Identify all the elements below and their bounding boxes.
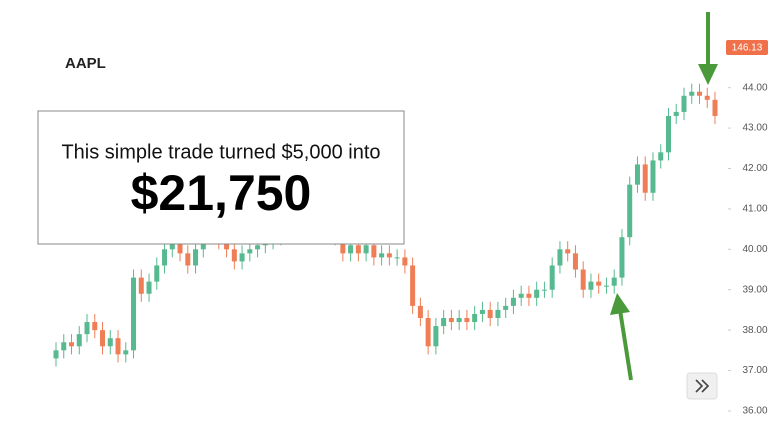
candle-body — [363, 245, 369, 254]
candle-body — [107, 338, 113, 347]
candle-body — [619, 237, 625, 278]
candle-body — [712, 99, 718, 116]
candle-body — [456, 318, 462, 323]
candle-body — [503, 305, 509, 310]
candle-body — [673, 111, 679, 116]
candle-body — [239, 253, 245, 262]
arrow-shaft — [618, 309, 633, 381]
candle-body — [665, 115, 671, 153]
candle-body — [425, 318, 431, 347]
candle-body — [355, 245, 361, 254]
candle-body — [572, 253, 578, 270]
candle-body — [193, 249, 199, 266]
candle-body — [255, 245, 261, 250]
y-tick-label: 38.00 — [742, 325, 767, 336]
candle-body — [410, 265, 416, 306]
y-tick-label: 43.00 — [742, 123, 767, 134]
scroll-icon[interactable] — [695, 379, 710, 393]
candle-body — [627, 184, 633, 238]
candle-body — [154, 265, 160, 282]
candle-body — [658, 152, 664, 161]
symbol: AAPL — [65, 55, 106, 72]
candle-body — [100, 330, 106, 347]
candle-body — [565, 249, 571, 254]
y-tick-label: 40.00 — [742, 244, 767, 255]
candle-body — [138, 277, 144, 294]
candle-body — [603, 285, 609, 287]
candle-body — [549, 265, 555, 290]
candle-body — [689, 91, 695, 96]
candle-body — [177, 237, 183, 254]
candle-body — [417, 305, 423, 319]
candle-body — [588, 281, 594, 290]
candle-body — [247, 249, 253, 254]
y-tick-label: 42.00 — [742, 163, 767, 174]
overlay-amount: $21,750 — [131, 165, 312, 221]
overlay-box: This simple trade turned $5,000 into $21… — [37, 110, 405, 245]
candles — [53, 83, 718, 367]
price-tag: 146.13 — [726, 40, 768, 55]
y-tick-label: 44.00 — [742, 82, 767, 93]
candle-body — [472, 313, 478, 323]
candle-body — [84, 322, 90, 335]
candle-body — [704, 95, 710, 100]
candle-body — [433, 326, 439, 347]
candle-body — [557, 249, 563, 266]
candle-body — [53, 350, 59, 359]
y-tick-label: 41.00 — [742, 204, 767, 215]
candle-body — [634, 164, 640, 185]
overlay-frame — [37, 110, 405, 245]
candle-body — [340, 237, 346, 254]
candle-body — [123, 350, 129, 355]
candle-body — [479, 309, 485, 314]
candle-body — [402, 257, 408, 266]
candle-body — [371, 245, 377, 258]
candle-body — [518, 293, 524, 298]
candle-body — [696, 91, 702, 96]
arrow-head — [698, 64, 718, 85]
candle-body — [69, 342, 75, 347]
arrow-head — [610, 293, 630, 315]
arrows — [610, 12, 718, 381]
scroll-button[interactable] — [686, 372, 718, 400]
candle-body — [534, 289, 540, 298]
candle-body — [146, 281, 152, 294]
candle-body — [448, 318, 454, 323]
candle-body — [510, 297, 516, 306]
candle-body — [379, 253, 385, 258]
candle-body — [441, 318, 447, 327]
price-tag-bg — [726, 40, 768, 55]
candle-body — [131, 277, 137, 351]
candle-body — [611, 277, 617, 286]
candle-body — [92, 322, 98, 331]
y-tick-label: 36.00 — [742, 406, 767, 417]
candle-body — [394, 257, 400, 259]
candle-body — [681, 95, 687, 112]
candle-body — [642, 164, 648, 193]
candle-body — [231, 249, 237, 262]
y-tick-label: 37.00 — [742, 365, 767, 376]
candle-body — [162, 249, 168, 266]
overlay-line: This simple trade turned $5,000 into — [61, 141, 380, 163]
candle-body — [495, 309, 501, 319]
candle-body — [541, 289, 547, 291]
candle-body — [76, 334, 82, 347]
y-tick-label: 39.00 — [742, 284, 767, 295]
candle-body — [386, 253, 392, 258]
candle-body — [224, 241, 230, 250]
candle-body — [487, 309, 493, 319]
candle-body — [650, 160, 656, 193]
candle-body — [580, 269, 586, 290]
candle-body — [185, 253, 191, 266]
candle-body — [526, 293, 532, 298]
candle-body — [596, 281, 602, 286]
candle-body — [348, 245, 354, 254]
candle-body — [115, 338, 121, 355]
candle-body — [464, 318, 470, 323]
candle-body — [61, 342, 67, 351]
price-tag-label: 146.13 — [732, 43, 763, 54]
